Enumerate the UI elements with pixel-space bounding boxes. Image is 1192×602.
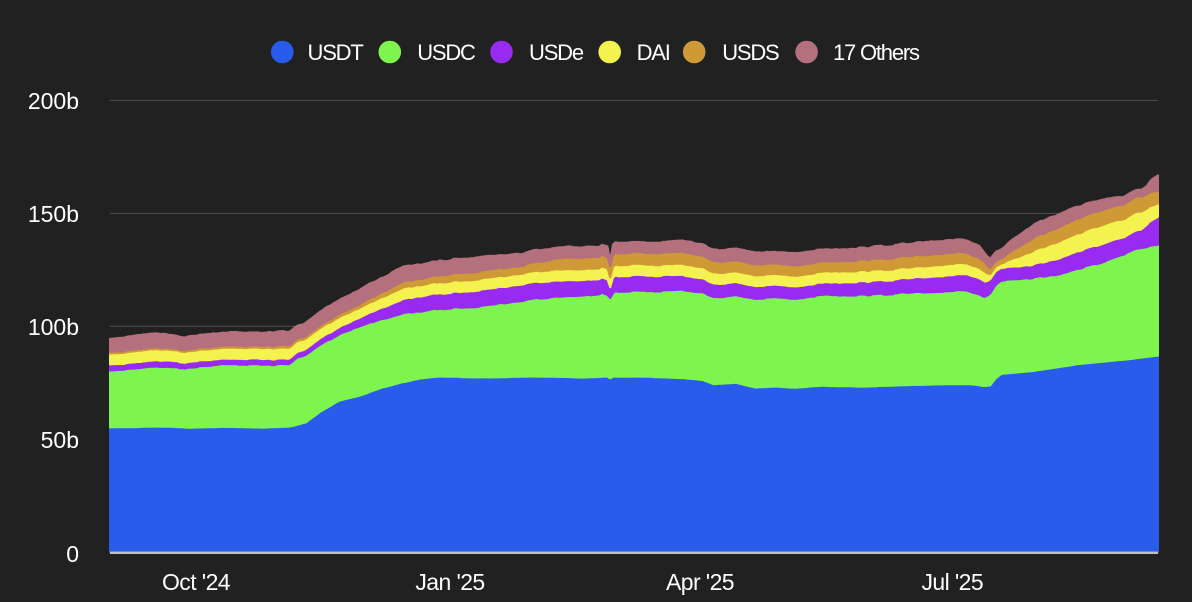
svg-text:50b: 50b: [41, 427, 79, 453]
svg-text:100b: 100b: [28, 314, 79, 340]
svg-text:Jan '25: Jan '25: [415, 569, 484, 595]
svg-text:USDe: USDe: [529, 40, 584, 65]
svg-text:USDS: USDS: [722, 40, 779, 65]
svg-text:17 Others: 17 Others: [833, 40, 920, 65]
svg-text:Oct '24: Oct '24: [162, 569, 231, 595]
svg-text:DAI: DAI: [637, 40, 670, 65]
svg-text:USDC: USDC: [417, 40, 476, 65]
svg-text:0: 0: [66, 541, 79, 567]
svg-text:Jul '25: Jul '25: [922, 569, 984, 595]
svg-text:150b: 150b: [28, 201, 79, 227]
svg-text:USDT: USDT: [308, 40, 364, 65]
svg-text:200b: 200b: [28, 88, 79, 114]
svg-text:Apr '25: Apr '25: [666, 569, 734, 595]
